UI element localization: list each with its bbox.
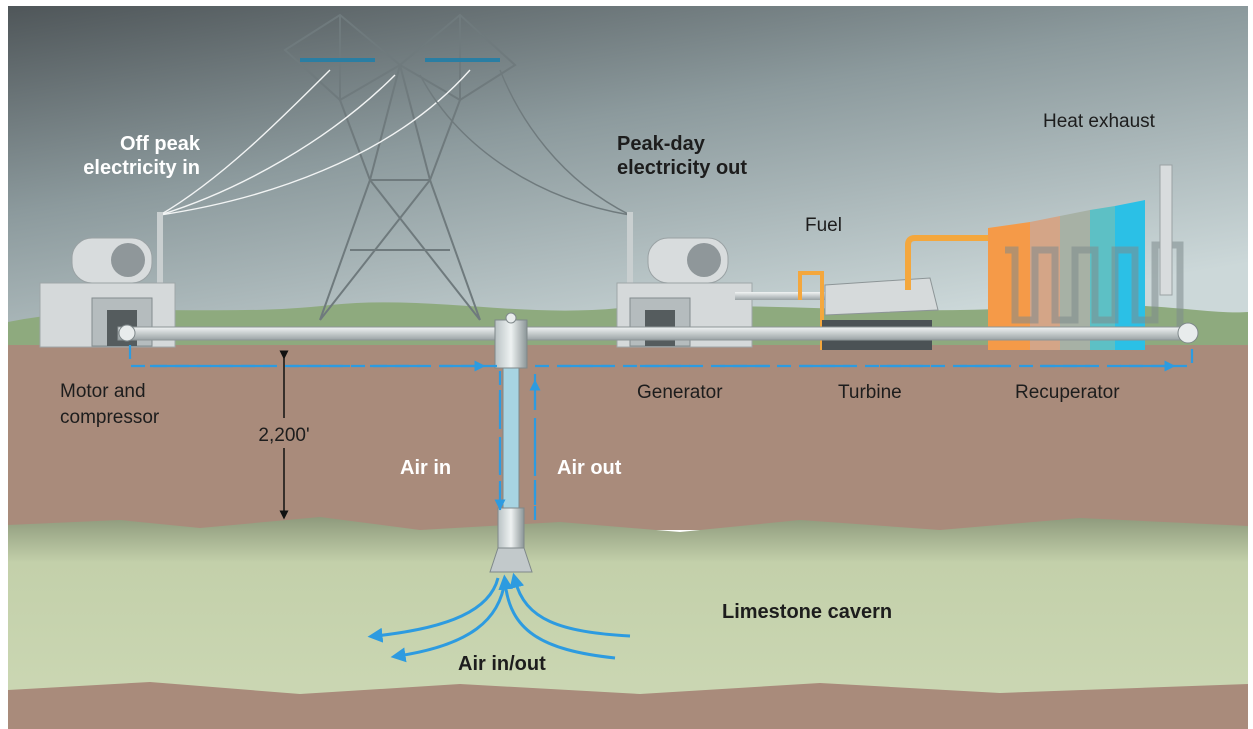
shape-path bbox=[8, 517, 1248, 700]
label-motor: Motor and bbox=[60, 381, 146, 402]
shape-path bbox=[824, 277, 939, 316]
pipes bbox=[117, 312, 1199, 573]
shape-path bbox=[498, 574, 616, 660]
shape-circle bbox=[111, 243, 145, 277]
shape-path bbox=[499, 69, 631, 216]
labels: Off peak electricity in Peak-day electri… bbox=[60, 111, 1156, 675]
shape-rect bbox=[497, 507, 525, 549]
label-air-in: Air in bbox=[400, 457, 451, 479]
shape-rect bbox=[502, 367, 520, 509]
shape-circle bbox=[118, 324, 136, 342]
shape-rect bbox=[1159, 164, 1173, 296]
label-off-peak: Off peak bbox=[120, 133, 201, 155]
shape-rect bbox=[627, 212, 633, 292]
shape-rect bbox=[117, 326, 1194, 341]
shape-circle bbox=[505, 312, 517, 324]
shape-path bbox=[905, 235, 1000, 290]
shape-circle bbox=[687, 243, 721, 277]
label-peak-day: Peak-day bbox=[617, 133, 706, 155]
label-depth: 2,200' bbox=[258, 425, 309, 446]
shape-path bbox=[1005, 241, 1184, 335]
shape-path bbox=[339, 15, 461, 181]
shape-rect bbox=[494, 319, 528, 369]
shape-rect bbox=[157, 212, 163, 292]
shape-rect bbox=[735, 292, 830, 300]
shape-path bbox=[367, 577, 500, 643]
shape-path bbox=[489, 547, 533, 573]
label-off-peak: electricity in bbox=[83, 157, 200, 179]
shape-path bbox=[159, 74, 396, 216]
power-lines bbox=[157, 69, 633, 292]
shape-rect bbox=[8, 345, 1248, 530]
shape-path bbox=[390, 579, 507, 663]
transmission-tower bbox=[283, 13, 517, 321]
shape-path bbox=[159, 69, 331, 216]
label-cavern: Limestone cavern bbox=[722, 601, 892, 623]
label-turbine: Turbine bbox=[838, 382, 902, 403]
shape-path bbox=[8, 682, 1248, 729]
shape-path bbox=[419, 74, 631, 216]
shape-path bbox=[798, 271, 824, 350]
label-peak-day: electricity out bbox=[617, 157, 747, 179]
shape-circle bbox=[1177, 322, 1199, 344]
shape-path bbox=[159, 69, 471, 216]
shape-path bbox=[283, 13, 517, 102]
label-recuperator: Recuperator bbox=[1015, 382, 1120, 403]
air-flow bbox=[128, 345, 1194, 663]
shape-path bbox=[509, 572, 631, 638]
label-generator: Generator bbox=[637, 382, 723, 403]
recuperator bbox=[905, 164, 1184, 350]
label-motor: compressor bbox=[60, 407, 160, 428]
label-air-out: Air out bbox=[557, 457, 622, 479]
label-air-in-out: Air in/out bbox=[458, 653, 546, 675]
label-fuel: Fuel bbox=[805, 215, 842, 236]
label-heat-exhaust: Heat exhaust bbox=[1043, 111, 1156, 132]
